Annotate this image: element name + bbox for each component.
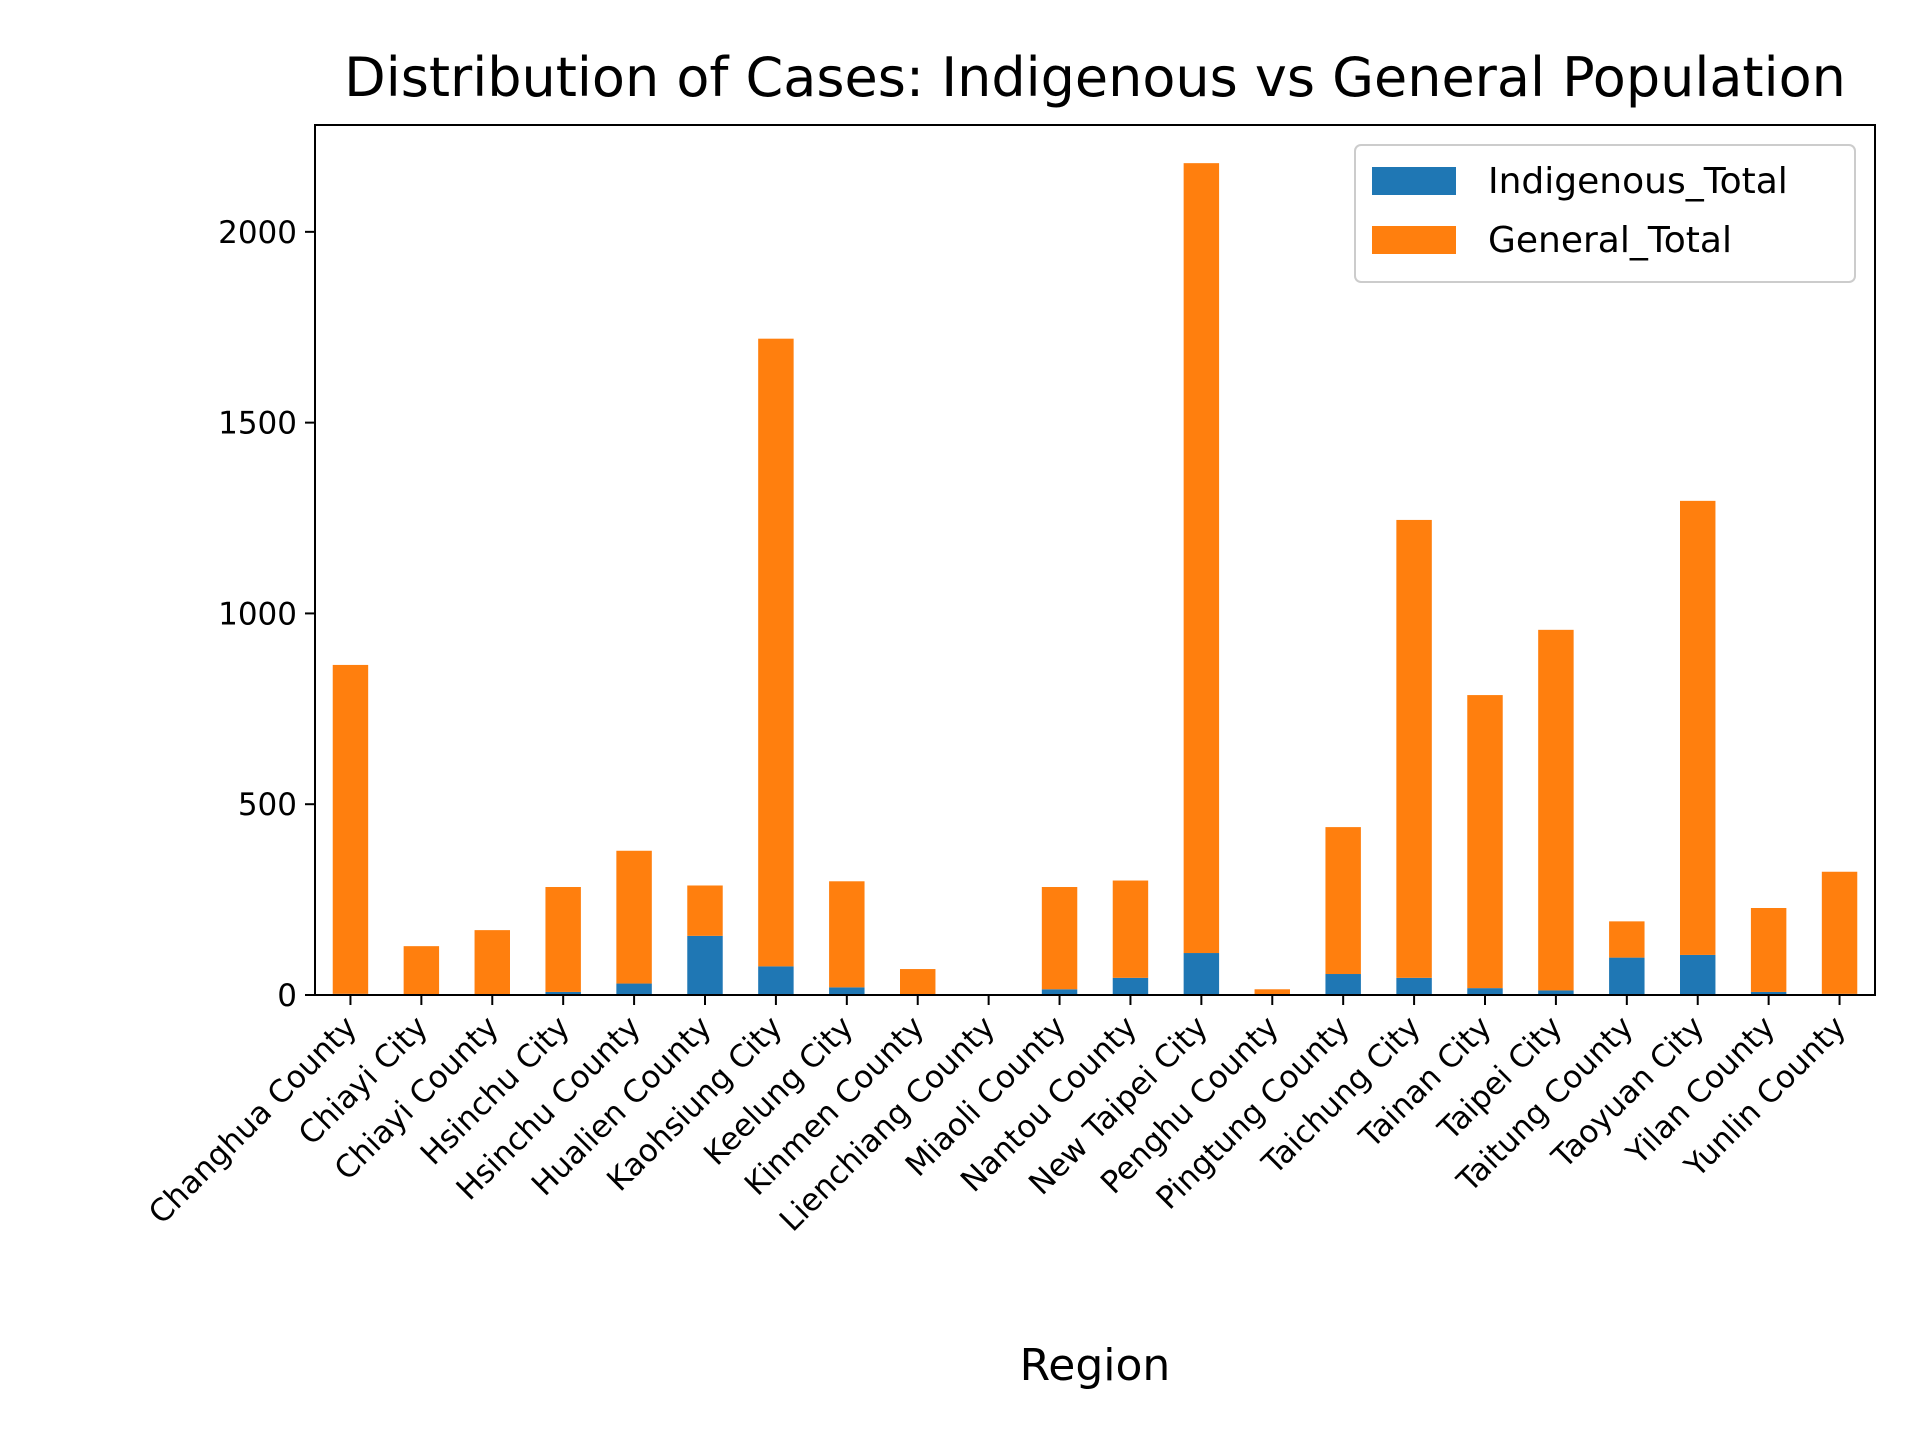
- bar-general-total-taoyuan-city: [1680, 500, 1716, 955]
- bar-indigenous-total-new-taipei-city: [1183, 953, 1220, 995]
- legend-label-indigenous: Indigenous_Total: [1488, 161, 1788, 202]
- legend-swatch-general: [1372, 226, 1456, 254]
- bar-indigenous-total-hsinchu-city: [545, 991, 581, 995]
- bar-general-total-penghu-county: [1254, 989, 1290, 995]
- bar-general-total-yilan-county: [1750, 908, 1787, 992]
- bar-general-total-changhua-county: [332, 664, 369, 994]
- bar-general-total-new-taipei-city: [1183, 163, 1220, 954]
- x-axis-label: Region: [1020, 1340, 1171, 1391]
- bar-indigenous-total-taichung-city: [1396, 977, 1432, 995]
- bar-indigenous-total-miaoli-county: [1041, 989, 1078, 995]
- bar-indigenous-total-keelung-city: [829, 987, 865, 995]
- legend: Indigenous_Total General_Total: [1354, 144, 1856, 283]
- bar-indigenous-total-kaohsiung-city: [758, 966, 794, 995]
- legend-swatch-indigenous: [1372, 167, 1456, 195]
- legend-label-general: General_Total: [1488, 220, 1732, 261]
- plot-frame: [314, 124, 1876, 996]
- bar-indigenous-total-hualien-county: [687, 935, 723, 995]
- bar-general-total-keelung-city: [829, 881, 865, 988]
- bar-general-total-nantou-county: [1112, 880, 1149, 978]
- bar-general-total-yunlin-county: [1821, 871, 1858, 994]
- bar-general-total-chiayi-county: [474, 930, 510, 995]
- y-axis: 0 500 1000 1500 2000: [218, 215, 315, 1014]
- bar-general-total-taichung-city: [1396, 519, 1432, 978]
- bar-general-total-chiayi-city: [403, 946, 440, 995]
- bar-indigenous-total-taipei-city: [1538, 990, 1574, 995]
- bar-indigenous-total-hsinchu-county: [616, 983, 652, 995]
- bars-layer: [332, 163, 1858, 995]
- bar-indigenous-total-yilan-county: [1750, 991, 1787, 995]
- bar-general-total-miaoli-county: [1041, 887, 1078, 990]
- y-tick-label: 0: [277, 978, 297, 1014]
- bar-general-total-pingtung-county: [1325, 827, 1361, 975]
- bar-indigenous-total-taoyuan-city: [1680, 954, 1716, 995]
- y-tick-label: 1500: [218, 406, 297, 442]
- y-tick-label: 500: [238, 787, 297, 823]
- bar-general-total-kinmen-county: [900, 969, 936, 995]
- y-tick-label: 2000: [218, 215, 297, 251]
- legend-frame: [1354, 144, 1856, 283]
- bar-general-total-hsinchu-county: [616, 850, 652, 984]
- bar-general-total-taitung-county: [1609, 921, 1645, 958]
- bar-general-total-tainan-city: [1467, 695, 1503, 989]
- bar-general-total-kaohsiung-city: [758, 338, 794, 967]
- bar-general-total-hsinchu-city: [545, 887, 581, 992]
- y-tick-label: 1000: [218, 596, 297, 632]
- bar-general-total-hualien-county: [687, 885, 723, 936]
- bar-indigenous-total-tainan-city: [1467, 988, 1503, 995]
- bar-indigenous-total-nantou-county: [1112, 977, 1149, 995]
- chart-title: Distribution of Cases: Indigenous vs Gen…: [344, 46, 1846, 109]
- bar-indigenous-total-pingtung-county: [1325, 974, 1361, 995]
- bar-indigenous-total-taitung-county: [1609, 957, 1645, 995]
- bar-general-total-taipei-city: [1538, 629, 1574, 991]
